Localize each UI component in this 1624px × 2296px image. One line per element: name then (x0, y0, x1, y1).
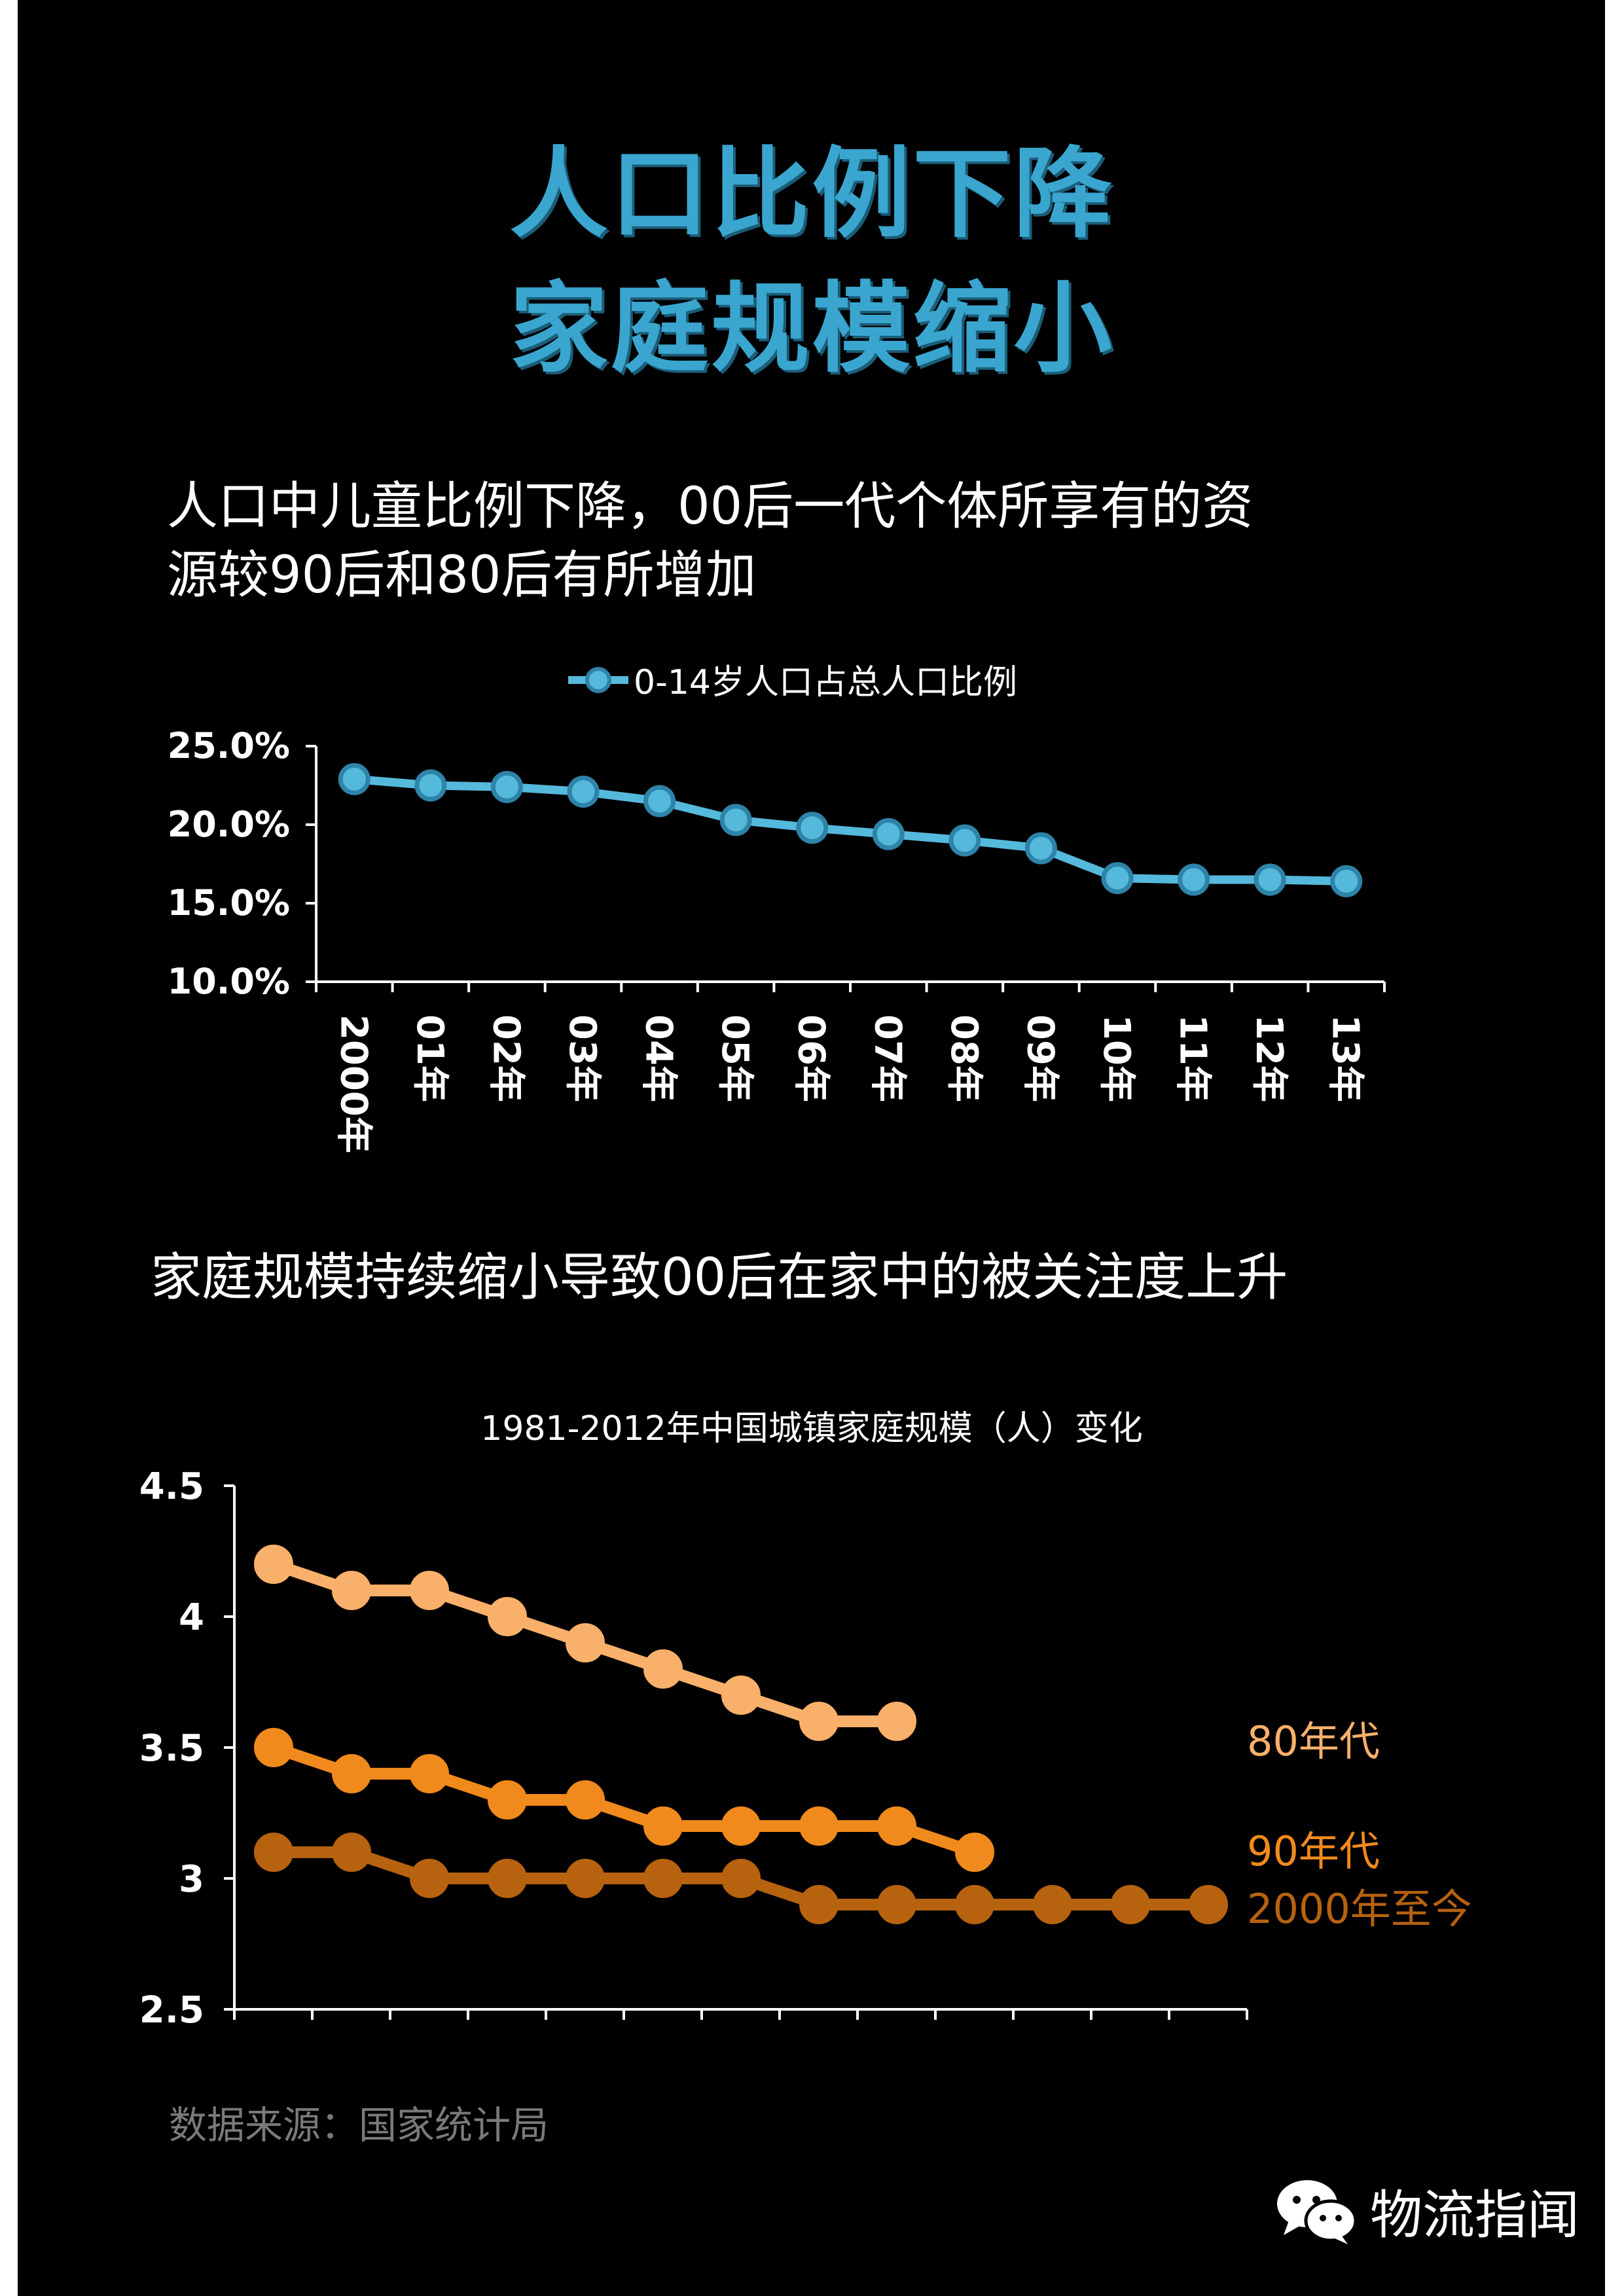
data-point (1333, 867, 1360, 895)
data-point (646, 787, 674, 815)
data-point (340, 765, 368, 793)
x-category-label: 12年 (1248, 1014, 1290, 1102)
series-label: 90年代 (1247, 1827, 1380, 1875)
data-point (417, 772, 444, 799)
y-tick-label: 2.5 (139, 1989, 204, 2032)
y-tick-label: 4.5 (139, 1465, 204, 1508)
y-tick-label: 3.5 (139, 1727, 204, 1770)
y-tick-label: 20.0% (168, 804, 290, 845)
child-population-chart: 0-14岁人口占总人口比例 25.0% 20.0% 15.0% 10.0% 2000年 01… (0, 641, 1624, 1178)
y-tick-label: 3 (179, 1858, 204, 1901)
x-category-label: 09年 (1019, 1014, 1061, 1102)
data-point (493, 773, 520, 800)
x-category-label: 10年 (1095, 1014, 1138, 1102)
section1-subtitle-line-2: 源较90后和80后有所增加 (167, 540, 757, 611)
x-category-label: 13年 (1324, 1014, 1367, 1102)
data-point (1256, 866, 1284, 893)
x-category-label: 08年 (943, 1014, 985, 1102)
x-category-label: 04年 (638, 1014, 680, 1102)
data-source: 数据来源：国家统计局 (169, 2094, 549, 2149)
data-point (1104, 865, 1131, 892)
x-category-label: 05年 (713, 1014, 756, 1102)
chart-title: 1981-2012年中国城镇家庭规模（人）变化 (480, 1409, 1142, 1448)
series-label: 2000年至今 (1247, 1885, 1472, 1933)
title-line-1: 人口比例下降 (0, 139, 1624, 250)
legend-marker (587, 669, 609, 691)
x-category-label: 02年 (484, 1014, 527, 1102)
logo-text: 物流指闻 (1370, 2173, 1579, 2249)
series-label: 80年代 (1247, 1717, 1380, 1765)
data-point (951, 827, 979, 854)
data-point (569, 778, 597, 806)
x-category-label: 2000年 (332, 1014, 374, 1153)
x-category-label: 06年 (790, 1014, 833, 1102)
y-tick-label: 4 (179, 1596, 204, 1639)
data-point (722, 806, 749, 834)
x-category-label: 01年 (408, 1014, 451, 1102)
x-category-label: 07年 (866, 1014, 909, 1102)
wechat-icon (1273, 2175, 1358, 2247)
section2-subtitle: 家庭规模持续缩小导致00后在家中的被关注度上升 (151, 1242, 1288, 1313)
wechat-logo: 物流指闻 (1273, 2172, 1579, 2250)
series-line-1 (274, 1748, 975, 1852)
y-tick-label: 10.0% (168, 961, 290, 1002)
y-tick-label: 15.0% (168, 882, 290, 924)
title-line-2: 家庭规模缩小 (0, 274, 1624, 385)
data-point (1180, 866, 1208, 893)
section1-subtitle-line-1: 人口中儿童比例下降，00后一代个体所享有的资 (167, 471, 1253, 542)
legend-label: 0-14岁人口占总人口比例 (634, 663, 1017, 702)
x-category-label: 03年 (561, 1014, 604, 1102)
data-point (1027, 834, 1055, 862)
data-point (875, 820, 902, 848)
y-tick-label: 25.0% (168, 725, 290, 766)
data-point (799, 814, 826, 842)
household-size-chart: 1981-2012年中国城镇家庭规模（人）变化 4.5 4 3.5 3 2.5 80年代 90… (0, 1401, 1624, 2042)
x-category-label: 11年 (1172, 1014, 1214, 1102)
